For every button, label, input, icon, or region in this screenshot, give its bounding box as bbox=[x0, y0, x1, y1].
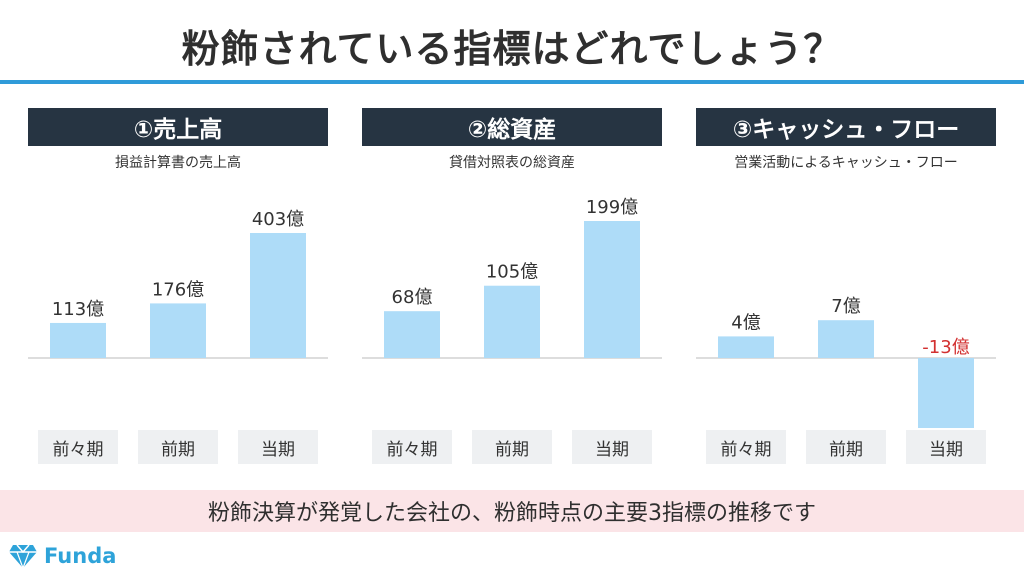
category-label: 前期 bbox=[806, 430, 886, 464]
diamond-logo-icon bbox=[9, 544, 37, 569]
category-label: 前期 bbox=[472, 430, 552, 464]
logo-text: Funda bbox=[44, 544, 117, 568]
bar bbox=[584, 221, 640, 358]
bar bbox=[50, 322, 106, 358]
bar bbox=[150, 303, 206, 358]
data-label: 105億 bbox=[486, 262, 538, 283]
data-label: 113億 bbox=[52, 299, 104, 320]
chart-panel-sales: ①売上高 損益計算書の売上高 113億 176億 403億 前々期 前期 当期 bbox=[28, 108, 328, 478]
bar bbox=[918, 358, 974, 428]
category-label: 前々期 bbox=[38, 430, 118, 464]
data-label: 68億 bbox=[392, 287, 433, 308]
category-label: 当期 bbox=[572, 430, 652, 464]
category-label: 前々期 bbox=[706, 430, 786, 464]
category-label: 当期 bbox=[906, 430, 986, 464]
data-label: 176億 bbox=[152, 279, 204, 300]
data-label: 4億 bbox=[731, 312, 760, 333]
panel-subtitle: 営業活動によるキャッシュ・フロー bbox=[734, 155, 958, 171]
data-label: 7億 bbox=[831, 296, 860, 317]
data-label: 199億 bbox=[586, 197, 638, 218]
category-label: 当期 bbox=[238, 430, 318, 464]
bar bbox=[384, 311, 440, 358]
bar bbox=[484, 285, 540, 358]
bar-chart: 68億 105億 199億 bbox=[362, 197, 662, 359]
title-divider bbox=[0, 80, 1024, 84]
data-label: 403億 bbox=[252, 209, 304, 230]
footer-caption: 粉飾決算が発覚した会社の、粉飾時点の主要3指標の推移です bbox=[0, 490, 1024, 532]
data-label: -13億 bbox=[922, 337, 969, 358]
category-label: 前々期 bbox=[372, 430, 452, 464]
chart-panel-cash-flow: ③キャッシュ・フロー 営業活動によるキャッシュ・フロー 4億 7億 -13億 前々期… bbox=[696, 108, 996, 478]
bar-chart: 113億 176億 403億 bbox=[28, 209, 328, 359]
bar-chart: 4億 7億 -13億 bbox=[696, 296, 996, 428]
chart-panel-total-assets: ②総資産 貸借対照表の総資産 68億 105億 199億 前々期 前期 当期 bbox=[362, 108, 662, 478]
panel-header: ②総資産 bbox=[362, 108, 662, 146]
bar bbox=[718, 336, 774, 358]
category-label: 前期 bbox=[138, 430, 218, 464]
page-title: 粉飾されている指標はどれでしょう？ bbox=[181, 27, 843, 71]
funda-logo: Funda bbox=[8, 540, 116, 572]
panel-subtitle: 貸借対照表の総資産 bbox=[449, 155, 575, 171]
panel-subtitle: 損益計算書の売上高 bbox=[115, 155, 241, 171]
panel-header: ①売上高 bbox=[28, 108, 328, 146]
bar bbox=[818, 320, 874, 358]
panel-header: ③キャッシュ・フロー bbox=[696, 108, 996, 146]
bar bbox=[250, 233, 306, 358]
